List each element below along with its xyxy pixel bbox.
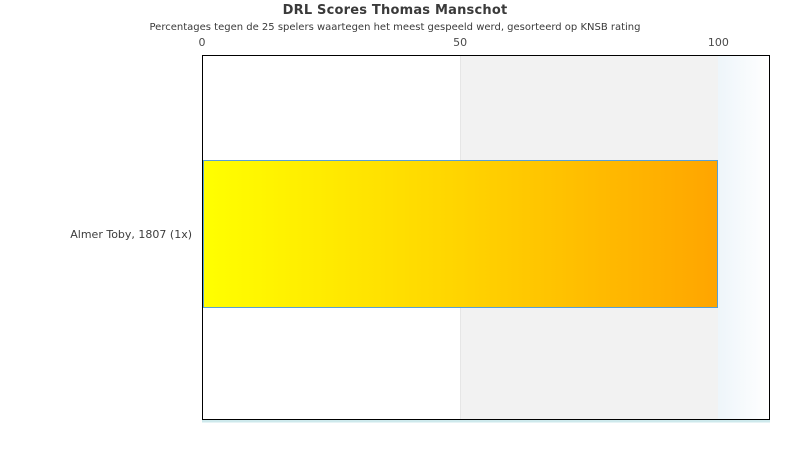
score-bar <box>203 160 718 308</box>
y-category-label: Almer Toby, 1807 (1x) <box>70 228 192 241</box>
x-tick-label: 0 <box>198 36 206 49</box>
shaded-band-beyond-100 <box>717 56 769 419</box>
chart-title: DRL Scores Thomas Manschot <box>282 3 508 18</box>
x-axis-top: 0 50 100 <box>198 36 770 50</box>
plot-area <box>202 55 770 420</box>
chart-subtitle: Percentages tegen de 25 spelers waartege… <box>149 22 641 33</box>
x-tick-label: 100 <box>707 36 729 49</box>
x-tick-label: 50 <box>453 36 468 49</box>
